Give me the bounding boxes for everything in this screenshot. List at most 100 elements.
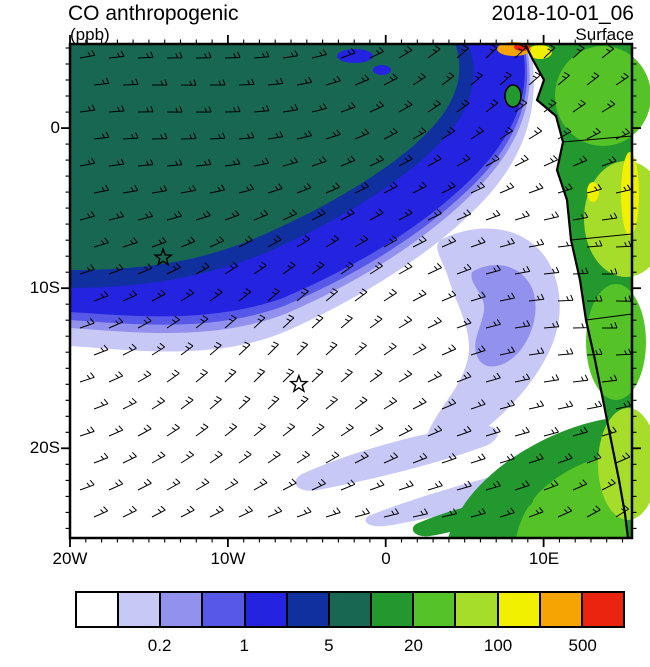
wind-barb bbox=[615, 504, 630, 518]
wind-barb bbox=[412, 127, 427, 140]
marker-layer bbox=[153, 247, 309, 393]
wind-barb bbox=[369, 261, 383, 275]
wind-barb bbox=[195, 423, 209, 437]
wind-barb bbox=[93, 344, 109, 356]
wind-barb bbox=[108, 371, 124, 383]
wind-barb bbox=[456, 99, 470, 113]
wind-barb bbox=[354, 74, 370, 86]
wind-barb bbox=[122, 185, 139, 194]
wind-barb bbox=[557, 71, 570, 86]
wind-barb bbox=[253, 157, 270, 167]
wind-barb bbox=[369, 479, 385, 491]
wind-barb bbox=[224, 262, 239, 275]
wind-barb bbox=[79, 49, 96, 59]
wind-barb bbox=[412, 72, 426, 86]
wind-barb bbox=[412, 343, 427, 356]
colorbar-cell bbox=[329, 593, 373, 626]
wind-barb bbox=[485, 372, 501, 383]
wind-barb bbox=[137, 51, 154, 59]
wind-barb bbox=[122, 132, 139, 140]
wind-barb bbox=[180, 505, 195, 518]
wind-barb bbox=[311, 156, 327, 167]
wind-barb bbox=[296, 395, 309, 410]
wind-barb bbox=[427, 316, 442, 329]
wind-barb bbox=[340, 479, 356, 491]
x-axis-label-0: 0 bbox=[381, 549, 391, 568]
wind-barb bbox=[514, 265, 531, 275]
wind-barb bbox=[180, 342, 194, 356]
wind-barb bbox=[398, 262, 413, 275]
co-ocean-green-streak bbox=[412, 494, 534, 537]
wind-barb bbox=[209, 288, 223, 302]
wind-barb bbox=[195, 158, 212, 167]
wind-barb bbox=[354, 507, 370, 518]
wind-barb bbox=[470, 399, 486, 410]
wind-barb bbox=[543, 155, 558, 167]
plot-level-label: Surface bbox=[575, 25, 634, 44]
star-marker bbox=[153, 247, 174, 267]
wind-barb bbox=[340, 102, 356, 113]
wind-barb bbox=[180, 289, 195, 302]
wind-barb bbox=[296, 130, 313, 140]
wind-barb bbox=[209, 341, 222, 356]
wind-barb bbox=[137, 370, 152, 383]
wind-barb bbox=[557, 294, 574, 302]
wind-barb bbox=[557, 239, 574, 248]
wind-barb bbox=[543, 479, 559, 491]
wind-barb bbox=[79, 264, 95, 275]
colorbar-labels: 0.2 1 5 20 100 500 bbox=[75, 636, 625, 658]
wind-barb bbox=[93, 452, 109, 464]
wind-barb bbox=[325, 235, 340, 248]
wind-barb bbox=[427, 45, 441, 59]
wind-barb bbox=[137, 316, 152, 329]
wind-barb bbox=[93, 506, 109, 518]
wind-barb bbox=[441, 72, 455, 86]
wind-barb bbox=[485, 480, 501, 491]
land-patch-yellow-east bbox=[621, 152, 639, 236]
wind-barb bbox=[238, 131, 255, 140]
colorbar bbox=[75, 591, 625, 628]
wind-barb bbox=[615, 184, 632, 194]
wind-barb bbox=[195, 106, 212, 113]
wind-barb bbox=[325, 451, 340, 464]
wind-barb bbox=[79, 426, 95, 437]
y-axis-label-0: 0 bbox=[50, 118, 60, 137]
wind-barb bbox=[108, 158, 125, 167]
wind-barb bbox=[427, 480, 443, 491]
wind-barb bbox=[311, 103, 328, 113]
wind-barb bbox=[282, 104, 299, 113]
wind-barb bbox=[238, 506, 253, 518]
colorbar-cell bbox=[77, 593, 120, 626]
wind-barb bbox=[601, 156, 617, 167]
wind-barb bbox=[601, 100, 616, 113]
wind-barb bbox=[108, 263, 124, 275]
wind-barb bbox=[354, 182, 369, 194]
wind-barb bbox=[586, 184, 602, 194]
wind-barb bbox=[427, 154, 442, 167]
wind-barb bbox=[543, 99, 557, 113]
wind-barb bbox=[456, 371, 472, 383]
wind-barb bbox=[325, 395, 338, 410]
land-patch-brightgreen-north bbox=[555, 46, 650, 146]
wind-barb bbox=[586, 505, 601, 518]
wind-barb bbox=[572, 267, 589, 275]
wind-barb bbox=[209, 132, 226, 140]
wind-barb bbox=[441, 508, 458, 518]
wind-barb bbox=[238, 395, 251, 410]
wind-barb bbox=[151, 397, 166, 410]
wind-barb bbox=[485, 209, 501, 221]
wind-barb bbox=[122, 78, 139, 86]
wind-barb bbox=[151, 132, 168, 140]
map-frame bbox=[68, 42, 634, 540]
wind-barb bbox=[311, 261, 325, 275]
wind-barb bbox=[166, 106, 183, 113]
wind-barb bbox=[311, 49, 328, 59]
wind-barb bbox=[470, 291, 486, 302]
wind-barb bbox=[108, 211, 125, 221]
wind-barb bbox=[456, 480, 472, 491]
wind-barb bbox=[441, 453, 457, 464]
wind-barb bbox=[601, 268, 618, 275]
wind-barb bbox=[93, 237, 109, 248]
wind-barb bbox=[499, 126, 513, 140]
wind-barb bbox=[79, 372, 95, 383]
